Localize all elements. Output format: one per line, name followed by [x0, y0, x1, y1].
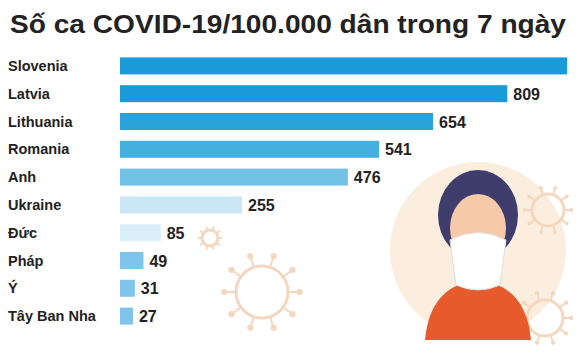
value-label: 85	[167, 225, 185, 242]
virus-body	[532, 194, 564, 226]
title: Số ca COVID-19/100.000 dân trong 7 ngày	[10, 10, 566, 38]
virus-body	[527, 300, 563, 336]
bar	[120, 224, 161, 241]
value-label: 49	[149, 253, 167, 270]
bar	[120, 141, 379, 158]
value-label: 31	[141, 280, 159, 297]
value-label: 809	[513, 86, 540, 103]
category-label: Ukraine	[8, 197, 61, 213]
virus-tip	[200, 244, 202, 246]
category-label: Pháp	[8, 253, 44, 269]
chart: Số ca COVID-19/100.000 dân trong 7 ngày S…	[0, 0, 580, 359]
category-label: Latvia	[8, 86, 51, 102]
virus-tip	[289, 311, 295, 317]
bar	[120, 113, 433, 130]
category-label: Anh	[8, 169, 36, 185]
virus-tip	[564, 331, 568, 335]
virus-tip	[535, 341, 539, 345]
virus-tip	[213, 226, 215, 228]
virus-icon	[523, 186, 573, 234]
bar	[120, 57, 567, 74]
bar	[120, 308, 133, 325]
virus-tip	[271, 325, 277, 331]
virus-tip	[527, 194, 531, 198]
virus-tip	[527, 222, 531, 226]
virus-tip	[523, 208, 527, 212]
virus-tip	[539, 186, 543, 190]
bar	[120, 280, 135, 297]
virus-tip	[569, 316, 573, 320]
tissue	[450, 233, 506, 291]
bars	[120, 57, 567, 324]
value-label: 255	[248, 197, 275, 214]
virus-tip	[551, 291, 555, 295]
virus-tip	[539, 230, 543, 234]
virus-tip	[228, 267, 234, 273]
bar	[120, 169, 348, 186]
labels: Slovenia Latvia 809 Lithuania 654 Romania 541 A…	[8, 58, 540, 325]
virus-tip	[221, 237, 223, 239]
virus-tip	[205, 248, 207, 250]
virus-tip	[218, 230, 220, 232]
virus-tip	[213, 248, 215, 250]
virus-tip	[218, 244, 220, 246]
virus-tip	[205, 226, 207, 228]
virus-tip	[551, 341, 555, 345]
virus-tip	[271, 253, 277, 259]
bar	[120, 252, 143, 269]
value-label: 476	[354, 169, 381, 186]
category-label: Ý	[8, 279, 18, 296]
virus-tip	[200, 230, 202, 232]
virus-tip	[553, 230, 557, 234]
value-label: 654	[439, 114, 466, 131]
virus-tip	[197, 237, 199, 239]
virus-tip	[553, 186, 557, 190]
virus-tip	[297, 289, 303, 295]
category-label: Đức	[8, 225, 37, 241]
virus-tip	[228, 311, 234, 317]
virus-body	[236, 266, 288, 318]
virus-tip	[247, 253, 253, 259]
virus-body	[202, 230, 218, 246]
category-label: Lithuania	[8, 114, 73, 130]
virus-tip	[522, 300, 526, 304]
illustration	[197, 162, 573, 345]
bar	[120, 85, 507, 102]
virus-icon	[197, 226, 222, 250]
virus-tip	[565, 222, 569, 226]
value-label: 541	[385, 141, 412, 158]
virus-tip	[289, 267, 295, 273]
virus-tip	[565, 194, 569, 198]
value-label: 27	[139, 308, 157, 325]
virus-tip	[221, 289, 227, 295]
virus-tip	[247, 325, 253, 331]
virus-tip	[569, 208, 573, 212]
bar	[120, 196, 242, 213]
category-label: Slovenia	[8, 58, 69, 74]
virus-icon	[221, 253, 303, 331]
virus-tip	[535, 291, 539, 295]
category-label: Romania	[8, 141, 70, 157]
virus-tip	[564, 300, 568, 304]
category-label: Tây Ban Nha	[8, 308, 97, 324]
